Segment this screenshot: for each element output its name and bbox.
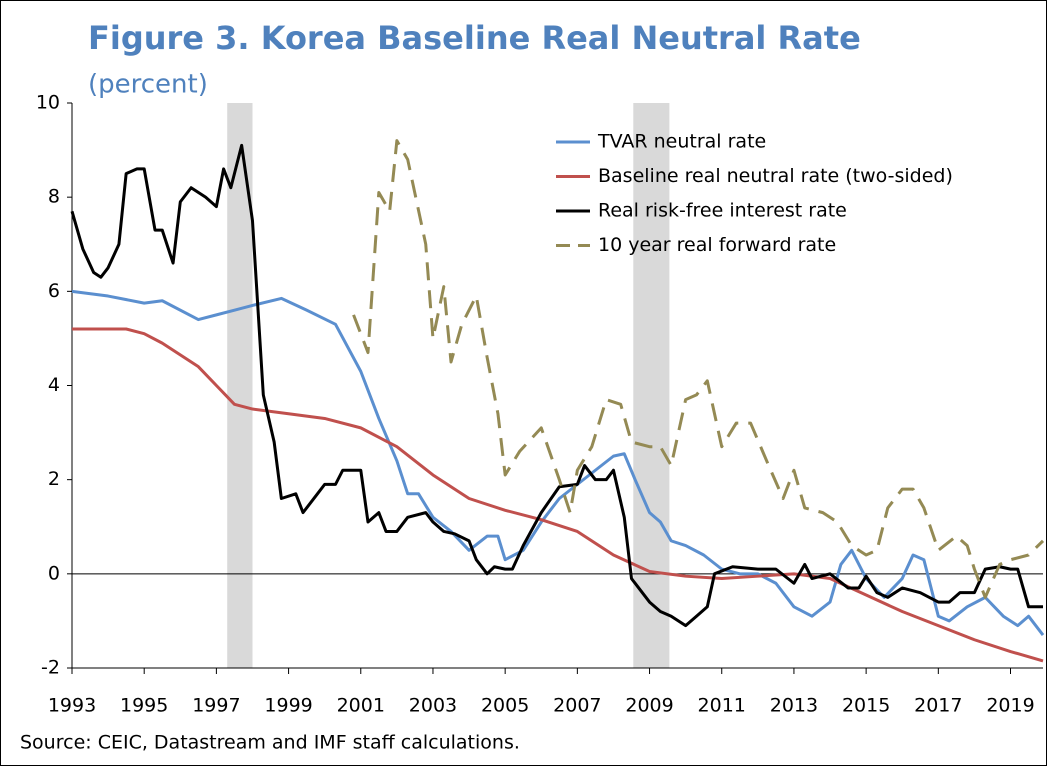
series-line — [70, 143, 1043, 628]
legend-label: TVAR neutral rate — [597, 131, 766, 153]
series-line — [72, 327, 1044, 663]
source-note: Source: CEIC, Datastream and IMF staff c… — [20, 732, 520, 754]
legend-label: 10 year real forward rate — [598, 234, 836, 256]
x-tick-label: 2015 — [842, 695, 890, 717]
legend-label: Baseline real neutral rate (two-sided) — [598, 165, 953, 187]
x-tick-label: 2001 — [337, 695, 385, 717]
recession-band — [633, 103, 670, 668]
x-tick-label: 2013 — [770, 695, 818, 717]
x-tick-label: 1997 — [192, 695, 240, 717]
y-tick-label: 10 — [36, 92, 60, 114]
x-tick-label: 1995 — [120, 695, 168, 717]
y-tick-label: 2 — [48, 468, 60, 490]
x-tick-label: 2009 — [625, 695, 673, 717]
chart-title: Figure 3. Korea Baseline Real Neutral Ra… — [88, 19, 861, 57]
legend-label: Real risk-free interest rate — [598, 200, 847, 222]
x-tick-label: 2007 — [553, 695, 601, 717]
series-line — [71, 289, 1045, 636]
y-tick-label: 0 — [48, 562, 60, 584]
x-tick-label: 1993 — [48, 695, 96, 717]
x-tick-label: 2011 — [698, 695, 746, 717]
y-tick-label: 8 — [48, 186, 60, 208]
x-tick-label: 1999 — [264, 695, 312, 717]
y-tick-label: 6 — [48, 280, 60, 302]
x-tick-label: 2019 — [986, 695, 1034, 717]
x-tick-label: 2003 — [409, 695, 457, 717]
chart-subtitle: (percent) — [88, 70, 208, 100]
y-tick-label: -2 — [41, 657, 60, 679]
y-tick-label: 4 — [48, 374, 60, 396]
x-tick-label: 2005 — [481, 695, 529, 717]
series-line — [352, 139, 1045, 599]
x-tick-label: 2017 — [914, 695, 962, 717]
